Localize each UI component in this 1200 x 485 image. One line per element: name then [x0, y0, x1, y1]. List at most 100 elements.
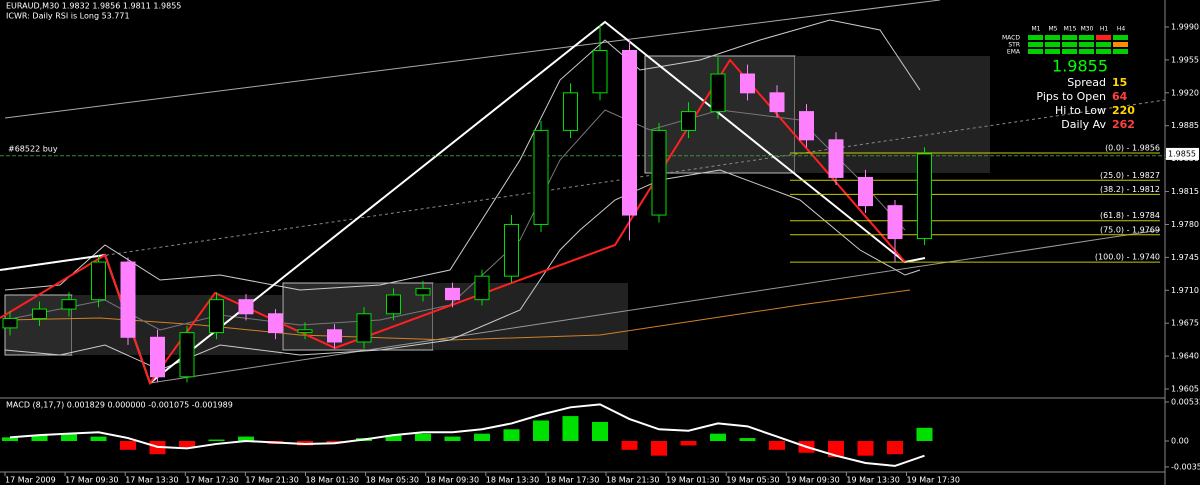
signal-cell: [1045, 49, 1060, 54]
macd-bar: [562, 416, 579, 442]
macd-title: MACD (8,17,7) 0.001829 0.000000 -0.00107…: [6, 401, 233, 410]
signal-cell: [1045, 42, 1060, 47]
stat-name: Spread: [1067, 76, 1106, 89]
candle-body: [32, 308, 47, 319]
fib-label: (61.8) - 1.9784: [1100, 211, 1160, 220]
zones: [4, 55, 990, 356]
signal-cell: [1028, 49, 1043, 54]
macd-bar: [474, 433, 490, 442]
candle-body: [799, 111, 814, 141]
order-label: #68522 buy: [8, 144, 58, 153]
x-tick-label: 17 Mar 21:30: [245, 476, 298, 485]
y-tick-label: 1.9815: [1171, 187, 1199, 196]
candle-body: [268, 313, 283, 334]
y-tick-label: 1.9640: [1171, 352, 1199, 361]
x-tick-label: 18 Mar 17:30: [546, 476, 599, 485]
signal-cell: [1113, 42, 1128, 47]
timeframe-label: M5: [1049, 26, 1058, 33]
macd-bar: [415, 433, 431, 442]
signal-cell: [1062, 35, 1077, 40]
x-tick-label: 19 Mar 13:30: [846, 476, 899, 485]
macd-bar: [710, 433, 726, 442]
fib-label: (75.0) - 1.9769: [1100, 225, 1160, 234]
candle-body: [828, 139, 844, 178]
candle-body: [681, 111, 696, 131]
signal-cell: [1062, 42, 1077, 47]
candle-body: [91, 261, 106, 301]
x-tick-label: 18 Mar 01:30: [306, 476, 359, 485]
candle-body: [710, 73, 726, 113]
candle-body: [592, 49, 608, 94]
fib-label: (100.0) - 1.9740: [1095, 253, 1160, 262]
macd-bar: [680, 441, 697, 446]
timeframe-label: H1: [1100, 26, 1109, 33]
signal-cell: [1113, 49, 1128, 54]
candle-body: [622, 49, 637, 216]
candle-body: [179, 332, 195, 378]
macd-bar: [2, 437, 18, 442]
x-tick-label: 19 Mar 17:30: [907, 476, 960, 485]
row-label: STR: [1008, 42, 1020, 49]
macd-bar: [90, 436, 107, 442]
x-tick-label: 18 Mar 21:30: [606, 476, 659, 485]
signal-cell: [1113, 35, 1128, 40]
x-tick-label: 19 Mar 09:30: [786, 476, 839, 485]
signal-cell: [1096, 49, 1111, 54]
candle-body: [887, 205, 903, 240]
signal-cell: [1096, 42, 1111, 47]
y-tick-label: 1.9780: [1171, 220, 1199, 229]
candle-body: [740, 73, 755, 94]
x-tick-label: 18 Mar 09:30: [426, 476, 479, 485]
candle-body: [769, 92, 785, 113]
stat-value: 220: [1112, 104, 1135, 117]
timeframe-label: H4: [1117, 26, 1126, 33]
candle-body: [327, 329, 342, 343]
y-tick-label: 1.9955: [1171, 55, 1199, 64]
timeframe-label: M1: [1032, 26, 1041, 33]
stat-name: Daily Av: [1061, 118, 1106, 131]
fib-label: (0.0) - 1.9856: [1105, 143, 1160, 152]
x-tick-label: 18 Mar 13:30: [486, 476, 539, 485]
x-tick-label: 17 Mar 13:30: [125, 476, 178, 485]
signal-cell: [1079, 35, 1094, 40]
fib-label: (25.0) - 1.9827: [1100, 171, 1160, 180]
macd-bar: [503, 429, 520, 442]
y-tick-label: 1.9920: [1171, 88, 1199, 97]
x-tick-label: 19 Mar 05:30: [726, 476, 779, 485]
macd-bar: [61, 433, 77, 442]
trendline: [149, 229, 1161, 384]
macd-bar: [651, 441, 667, 456]
candle-body: [120, 261, 136, 338]
bollinger-upper: [4, 19, 921, 291]
y-tick-label: 1.9605: [1171, 385, 1199, 394]
candle-body: [209, 299, 224, 334]
fib-label: (38.2) - 1.9812: [1100, 185, 1160, 194]
macd-bar: [444, 436, 461, 442]
macd-bar: [887, 441, 903, 455]
row-label: MACD: [1002, 35, 1020, 42]
big-price: 1.9855: [1052, 57, 1108, 76]
x-tick-label: 17 Mar 09:30: [65, 476, 118, 485]
candle-body: [651, 129, 667, 216]
candle-body: [61, 299, 77, 310]
macd-bar: [857, 441, 874, 456]
timeframe-label: M30: [1081, 26, 1094, 33]
stat-name: Pips to Open: [1036, 90, 1106, 103]
candle-body: [297, 329, 313, 334]
plot: 1.99901.99551.99201.98851.98501.98151.97…: [0, 22, 1200, 485]
stat-value: 64: [1112, 90, 1128, 103]
price-box-label: 1.9855: [1168, 149, 1196, 158]
candle-body: [445, 287, 460, 301]
y-tick-label: 1.9675: [1171, 319, 1199, 328]
y2-tick-label: 0.00532: [1171, 398, 1200, 407]
y2-tick-label: -0.00354: [1171, 462, 1200, 471]
candle-body: [356, 313, 372, 343]
candle-body: [858, 176, 873, 207]
y-tick-label: 1.9885: [1171, 121, 1199, 130]
trendline: [4, 0, 941, 119]
candle-body: [415, 287, 431, 296]
macd-bar: [120, 441, 136, 450]
signal-cell: [1062, 49, 1077, 54]
candle-body: [563, 92, 578, 131]
